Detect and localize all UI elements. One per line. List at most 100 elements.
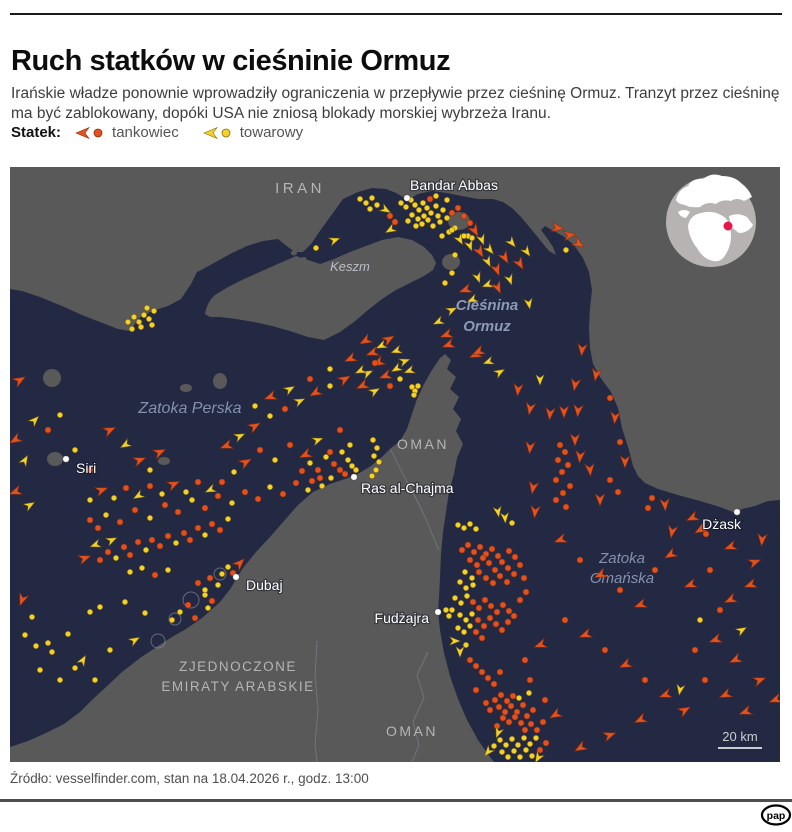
ship-marker-tanker [519,701,527,709]
ship-heading-arrow-tanker [751,677,767,688]
ship-heading-arrow-tanker [151,449,167,460]
subtitle: Irańskie władze ponownie wprowadziły ogr… [11,84,780,123]
ship-heading-arrow-tanker [746,559,762,570]
small-island [301,257,307,261]
ship-marker-tanker [559,489,567,497]
ship-marker-tanker [511,553,519,561]
ship-marker-cargo [225,515,232,522]
ship-marker-cargo [346,441,353,448]
ship-heading-arrow-tanker [489,261,500,277]
ship-marker-cargo [373,444,380,451]
ship-marker-cargo [462,584,469,591]
ship-heading-arrow-tanker [511,255,524,270]
ship-heading-arrow-tanker [219,438,235,449]
ship-marker-cargo [326,365,333,372]
ship-marker-tanker [371,359,379,367]
ship-marker-cargo [202,531,209,538]
ship-marker-tanker [504,564,512,572]
ship-marker-tanker [482,574,490,582]
ship-marker-tanker [521,656,529,664]
ship-marker-cargo [432,193,439,200]
ship-heading-arrow-tanker [513,382,524,397]
ship-marker-cargo [410,391,417,398]
city-label: Dżask [702,516,742,532]
ship-marker-tanker [505,607,513,615]
globe-europe [676,174,752,208]
legend-item-cargo: towarowy [201,124,303,141]
ship-marker-tanker [194,524,202,532]
ship-marker-tanker [466,219,474,227]
ship-marker-cargo [439,207,446,214]
ship-marker-cargo [312,245,319,252]
small-island [43,369,61,387]
ship-marker-cargo [103,511,110,518]
ship-marker-tanker [254,495,262,503]
ship-heading-arrow-tanker [237,458,252,471]
ship-marker-cargo [139,564,146,571]
ship-marker-cargo [225,563,232,570]
city-label: Bandar Abbas [410,177,498,193]
ship-marker-tanker [386,212,394,220]
ship-heading-arrow-tanker [574,739,589,752]
ship-marker-cargo [466,520,473,527]
ship-marker-tanker [116,518,124,526]
location-dot [723,221,733,231]
ship-heading-arrow-tanker [573,403,584,418]
ship-heading-arrow-tanker [601,732,617,743]
ship-marker-cargo [48,648,55,655]
ship-heading-arrow-cargo [204,483,218,493]
ship-marker-tanker [648,494,656,502]
keszm-island [205,237,436,340]
ship-heading-arrow-tanker [545,406,556,421]
ship-marker-cargo [131,313,138,320]
ship-marker-cargo [202,586,209,593]
ship-marker-cargo [87,608,94,615]
ship-marker-cargo [441,279,448,286]
ship-marker-cargo [159,490,166,497]
ship-marker-cargo [396,375,403,382]
ship-marker-cargo [56,676,63,683]
ship-marker-cargo [532,734,539,741]
ship-marker-tanker [194,478,202,486]
ship-marker-tanker [701,676,709,684]
ship-marker-tanker [314,466,322,474]
ship-marker-tanker [161,501,169,509]
ship-marker-cargo [516,753,523,760]
island-label: Keszm [330,259,370,274]
ship-heading-arrow-tanker [550,221,565,233]
ship-heading-arrow-tanker [298,447,314,458]
ship-marker-cargo [92,676,99,683]
ship-marker-tanker [490,680,498,688]
top-rule [10,13,782,15]
ship-marker-cargo [408,383,415,390]
water-label: Zatoka [598,550,645,567]
ship-marker-tanker [539,718,547,726]
ship-marker-tanker [496,572,504,580]
ship-marker-cargo [266,412,273,419]
ship-marker-cargo [411,202,418,209]
ship-heading-arrow-tanker [336,375,351,388]
ship-marker-tanker [475,568,483,576]
ship-heading-arrow-cargo [232,433,246,443]
scale-bar: 20 km [718,729,762,749]
ship-marker-cargo [231,468,238,475]
ship-heading-arrow-cargo [397,358,411,368]
ship-marker-cargo [56,411,63,418]
ship-marker-tanker [180,529,188,537]
ship-marker-cargo [461,568,468,575]
ship-marker-cargo [528,752,535,759]
ship-marker-cargo [173,539,180,546]
ship-heading-arrow-cargo [519,244,531,257]
ship-marker-cargo [463,592,470,599]
ship-marker-cargo [454,624,461,631]
ship-marker-cargo [322,453,329,460]
ship-heading-arrow-tanker [658,687,674,698]
ship-marker-tanker [491,566,499,574]
pap-logo-text: pap [767,810,786,822]
ship-heading-arrow-tanker [8,484,24,495]
arabian-peninsula [10,354,494,762]
ship-marker-tanker [561,616,569,624]
ship-marker-cargo [368,472,375,479]
ship-marker-tanker [529,706,537,714]
ship-marker-tanker [716,606,724,614]
